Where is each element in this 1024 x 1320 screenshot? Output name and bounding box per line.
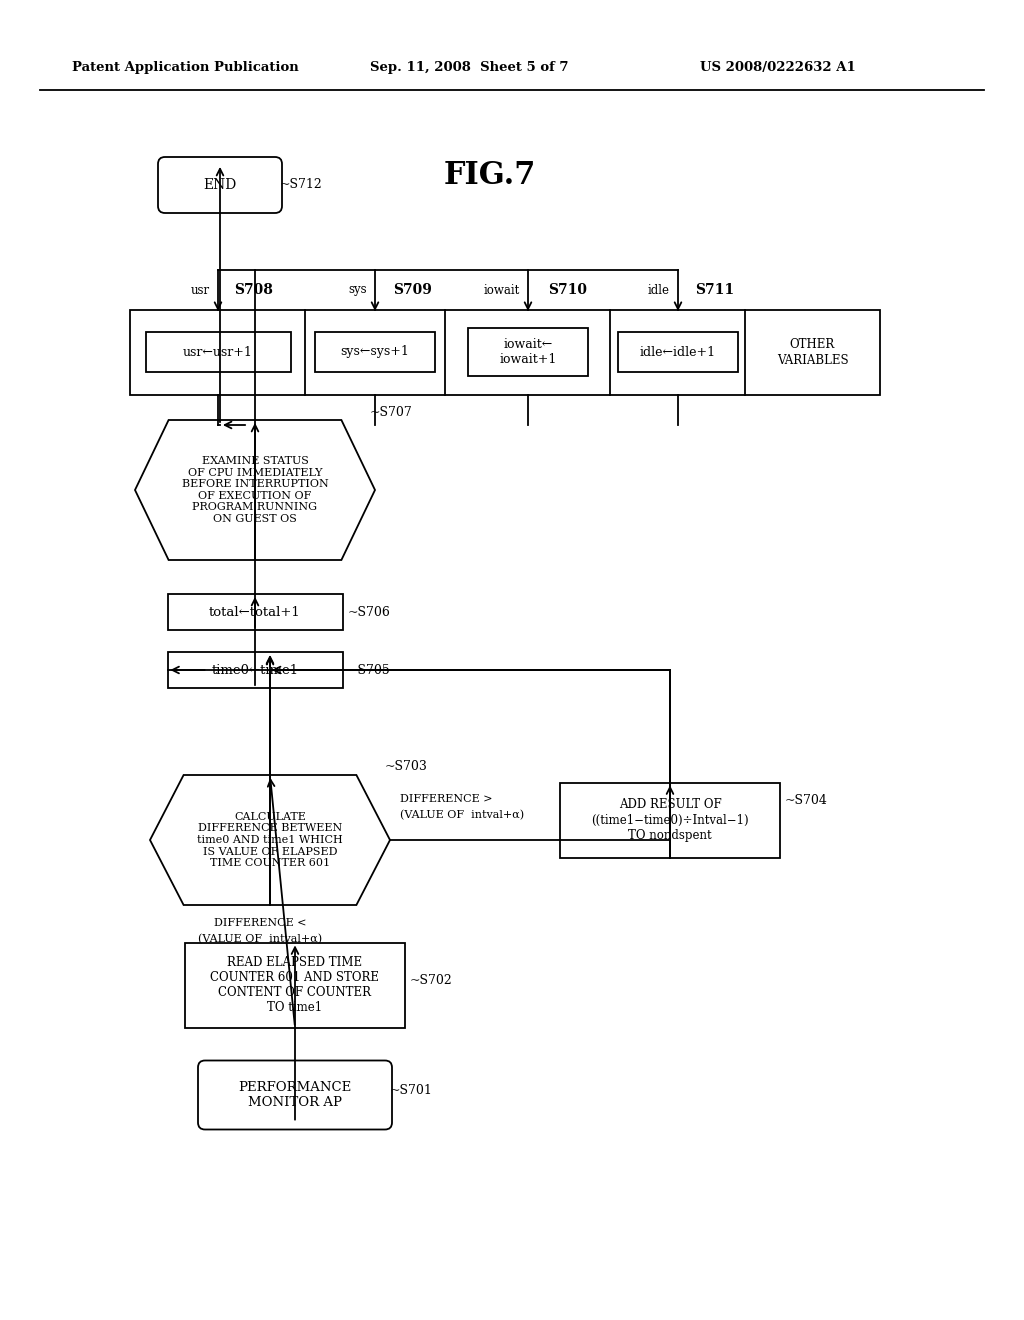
Text: Sep. 11, 2008  Sheet 5 of 7: Sep. 11, 2008 Sheet 5 of 7 [370, 62, 568, 74]
Bar [145, 333, 291, 372]
Text: EXAMINE STATUS
OF CPU IMMEDIATELY
BEFORE INTERRUPTION
OF EXECUTION OF
PROGRAM RU: EXAMINE STATUS OF CPU IMMEDIATELY BEFORE… [181, 455, 329, 524]
Text: total←total+1: total←total+1 [209, 606, 301, 619]
FancyBboxPatch shape [158, 157, 282, 213]
Text: usr←usr+1: usr←usr+1 [183, 346, 253, 359]
Text: FIG.7: FIG.7 [443, 160, 537, 190]
Bar [560, 783, 780, 858]
Text: S710: S710 [548, 282, 587, 297]
Text: ~S712: ~S712 [280, 178, 323, 191]
Bar [315, 333, 435, 372]
Text: (VALUE OF  intval+α): (VALUE OF intval+α) [400, 810, 524, 821]
Text: END: END [204, 178, 237, 191]
Text: DIFFERENCE <: DIFFERENCE < [214, 917, 306, 928]
Text: ~S702: ~S702 [410, 974, 453, 986]
Text: S708: S708 [234, 282, 272, 297]
Polygon shape [135, 420, 375, 560]
Polygon shape [150, 775, 390, 906]
Bar [468, 327, 588, 376]
FancyBboxPatch shape [198, 1060, 392, 1130]
Text: ~S706: ~S706 [347, 606, 390, 619]
Text: idle: idle [648, 284, 670, 297]
Text: Patent Application Publication: Patent Application Publication [72, 62, 299, 74]
Text: sys: sys [348, 284, 367, 297]
Text: S709: S709 [393, 282, 432, 297]
Text: DIFFERENCE >: DIFFERENCE > [400, 795, 493, 804]
Text: (VALUE OF  intval+α): (VALUE OF intval+α) [198, 933, 323, 944]
Bar [618, 333, 738, 372]
Text: ADD RESULT OF
((time1−time0)÷Intval−1)
TO nondspent: ADD RESULT OF ((time1−time0)÷Intval−1) T… [591, 799, 749, 842]
Text: time0←time1: time0←time1 [211, 664, 299, 676]
Bar [168, 652, 342, 688]
Text: iowait←
iowait+1: iowait← iowait+1 [500, 338, 557, 366]
Text: ~S705: ~S705 [347, 664, 390, 676]
Text: US 2008/0222632 A1: US 2008/0222632 A1 [700, 62, 856, 74]
Bar [185, 942, 406, 1027]
Bar [130, 310, 880, 395]
Text: OTHER
VARIABLES: OTHER VARIABLES [776, 338, 848, 367]
Text: S711: S711 [695, 282, 734, 297]
Text: PERFORMANCE
MONITOR AP: PERFORMANCE MONITOR AP [239, 1081, 351, 1109]
Text: ~S701: ~S701 [390, 1084, 433, 1097]
Text: usr: usr [190, 284, 210, 297]
Bar [168, 594, 342, 630]
Text: iowait: iowait [483, 284, 520, 297]
Text: ~S704: ~S704 [785, 793, 827, 807]
Text: CALCULATE
DIFFERENCE BETWEEN
time0 AND time1 WHICH
IS VALUE OF ELAPSED
TIME COUN: CALCULATE DIFFERENCE BETWEEN time0 AND t… [198, 812, 343, 869]
Text: idle←idle+1: idle←idle+1 [640, 346, 716, 359]
Text: READ ELAPSED TIME
COUNTER 601 AND STORE
CONTENT OF COUNTER
TO time1: READ ELAPSED TIME COUNTER 601 AND STORE … [211, 956, 380, 1014]
Text: ~S707: ~S707 [370, 405, 413, 418]
Text: sys←sys+1: sys←sys+1 [341, 346, 410, 359]
Text: ~S703: ~S703 [385, 760, 428, 774]
